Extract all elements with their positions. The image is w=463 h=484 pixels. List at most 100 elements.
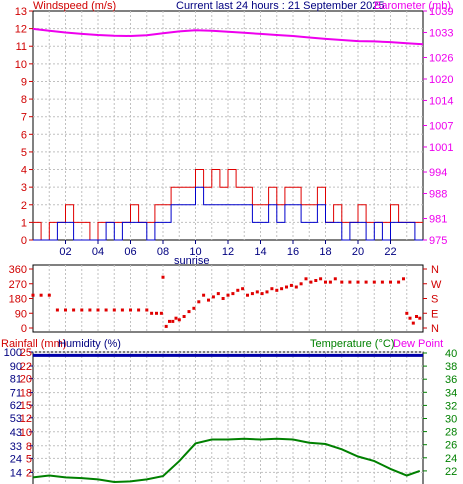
temperature-tick-label: 34 [445, 387, 457, 399]
humidity-tick-label: 43 [10, 427, 22, 439]
dewpoint-axis-title: Dew Point [393, 338, 443, 350]
direction-point [47, 293, 51, 297]
barometer-tick-label: 1026 [429, 53, 453, 65]
rainfall-tick-label: 25 [20, 347, 32, 359]
direction-point [408, 316, 412, 320]
humidity-tick-label: 90 [10, 361, 22, 373]
rainfall-tick-label: 22 [20, 361, 32, 373]
rainfall-tick-label: 15 [20, 400, 32, 412]
direction-point [129, 308, 132, 312]
direction-point [348, 280, 352, 284]
direction-point [182, 315, 186, 318]
direction-point [372, 280, 376, 284]
humidity-tick-label: 100 [4, 347, 22, 359]
time-tick-label: 02 [59, 246, 71, 258]
direction-point [270, 287, 274, 291]
direction-degree-label: 90 [15, 308, 27, 320]
windspeed-tick-label: 9 [21, 76, 27, 88]
direction-point [120, 308, 124, 312]
direction-point [231, 292, 235, 296]
direction-point [177, 318, 181, 322]
direction-compass-label: W [431, 279, 442, 291]
direction-series [31, 275, 422, 328]
temperature-tick-label: 38 [445, 361, 457, 373]
time-tick-label: 04 [92, 246, 104, 258]
time-tick-label: 12 [222, 246, 234, 258]
barometer-axis: 975 981 988 994 1001 1007 1014 1020 1026 1033 1039 [423, 6, 453, 247]
direction-point [319, 277, 323, 281]
direction-compass-label: N [431, 264, 439, 276]
time-tick-label: 14 [254, 246, 266, 258]
direction-point [397, 280, 401, 284]
rainfall-tick-label: 5 [26, 453, 32, 465]
rainfall-tick-label: 20 [20, 374, 32, 386]
direction-point [314, 279, 318, 282]
windspeed-tick-label: 12 [15, 24, 27, 36]
direction-point [415, 315, 418, 318]
humidity-tick-label: 71 [10, 388, 22, 400]
direction-point [309, 280, 313, 284]
direction-grid [48, 265, 408, 332]
chart-title: Current last 24 hours : 21 September 202… [176, 0, 385, 12]
direction-point [168, 319, 171, 323]
direction-point [364, 280, 368, 284]
time-tick-label: 20 [352, 246, 364, 258]
humidity-tick-label: 14 [10, 467, 22, 479]
humidity-tick-label: 24 [10, 453, 22, 465]
direction-degree-label: 360 [9, 264, 27, 276]
rainfall-axis-title: Rainfall (mm) [1, 338, 66, 350]
direction-point [31, 293, 35, 297]
direction-point [246, 293, 249, 297]
direction-point [197, 300, 201, 304]
barometer-tick-label: 1039 [429, 6, 453, 18]
direction-point [340, 280, 344, 284]
direction-point [187, 310, 191, 314]
windspeed-tick-label: 4 [21, 165, 27, 177]
direction-point [418, 316, 422, 320]
barometer-tick-label: 1001 [429, 142, 453, 154]
windspeed-tick-label: 10 [15, 59, 27, 71]
direction-point [356, 280, 360, 284]
direction-point [299, 282, 303, 286]
direction-point [241, 287, 245, 291]
direction-point [226, 293, 230, 297]
direction-point [145, 308, 149, 312]
temperature-tick-label: 36 [445, 374, 457, 386]
windspeed-tick-label: 13 [15, 6, 27, 18]
direction-point [236, 288, 240, 292]
barometer-tick-label: 1014 [429, 95, 453, 107]
rainfall-tick-label: 2 [26, 467, 32, 479]
direction-point [161, 275, 165, 279]
windspeed-tick-label: 1 [21, 217, 27, 229]
temperature-tick-label: 40 [445, 348, 457, 360]
direction-point [72, 308, 76, 312]
direction-point [260, 292, 264, 296]
direction-degree-label: 270 [9, 279, 27, 291]
direction-point [255, 290, 259, 294]
barometer-tick-label: 1033 [429, 27, 453, 39]
direction-point [80, 308, 84, 312]
direction-point [275, 288, 279, 292]
direction-point [216, 292, 220, 296]
direction-point [207, 298, 210, 302]
direction-point [202, 293, 206, 297]
direction-point [55, 308, 59, 312]
temperature-tick-label: 26 [445, 440, 457, 452]
direction-point [39, 293, 43, 297]
barometer-tick-label: 1020 [429, 74, 453, 86]
bottom-grid [33, 351, 423, 484]
top-series [32, 27, 424, 241]
direction-compass-label: N [431, 323, 439, 335]
humidity-tick-label: 81 [10, 374, 22, 386]
temperature-tick-label: 28 [445, 427, 457, 439]
barometer-tick-label: 981 [429, 214, 447, 226]
direction-point [411, 321, 415, 325]
rainfall-tick-label: 8 [26, 441, 32, 453]
time-tick-label: 08 [157, 246, 169, 258]
windspeed-tick-label: 11 [16, 41, 27, 53]
